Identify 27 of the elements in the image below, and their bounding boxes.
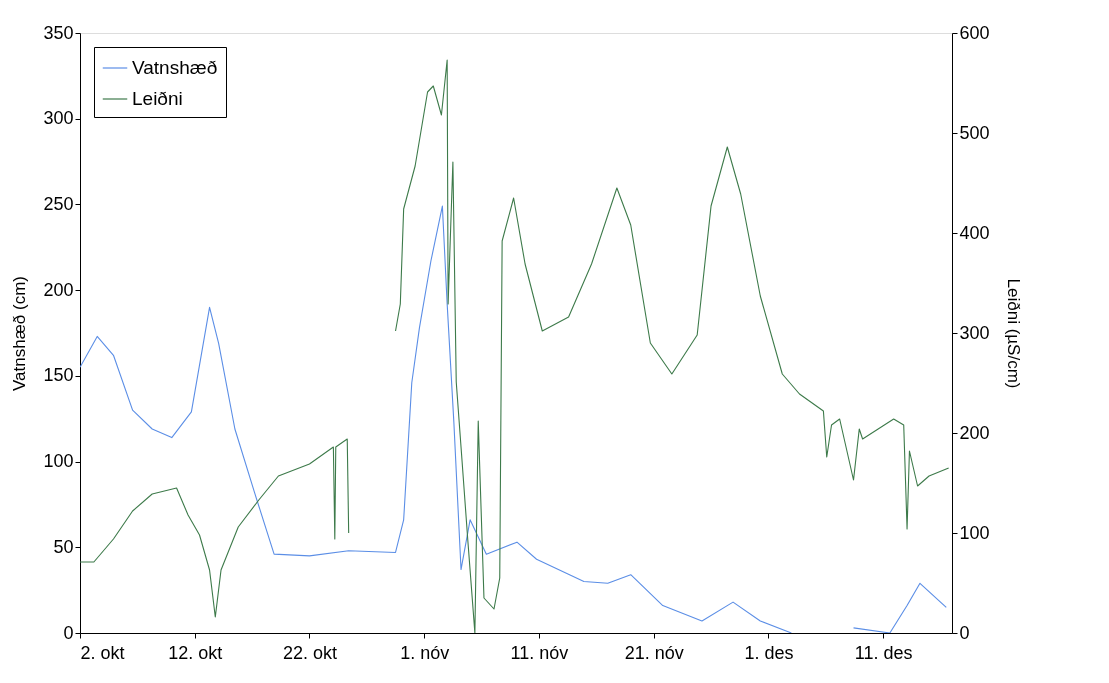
y-tick-label: 150 bbox=[43, 365, 74, 386]
x-tick-label: 22. okt bbox=[282, 642, 337, 663]
x-tick-label: 1. des bbox=[744, 642, 794, 663]
y2-tick-label: 300 bbox=[959, 322, 990, 343]
y-tick-label: 50 bbox=[53, 536, 74, 557]
y2-tick-label: 100 bbox=[959, 522, 990, 543]
y-tick-label: 350 bbox=[43, 22, 74, 43]
x-tick-label: 21. nóv bbox=[624, 642, 684, 663]
y2-tick-label: 400 bbox=[959, 222, 990, 243]
x-tick-label: 11. des bbox=[854, 642, 913, 663]
y2-axis-title: Leiðni (µS/cm) bbox=[1003, 278, 1023, 389]
y-axis-title: Vatnshæð (cm) bbox=[10, 276, 30, 391]
y-tick-label: 300 bbox=[43, 108, 74, 129]
y-tick-label: 0 bbox=[63, 622, 74, 643]
x-tick-label: 12. okt bbox=[168, 642, 223, 663]
y2-tick-label: 0 bbox=[959, 622, 970, 643]
y-tick-label: 100 bbox=[43, 451, 74, 472]
y2-tick-label: 600 bbox=[959, 22, 990, 43]
x-tick-label: 1. nóv bbox=[400, 642, 450, 663]
y2-tick-label: 200 bbox=[959, 422, 990, 443]
y-tick-label: 250 bbox=[43, 193, 74, 214]
y2-tick-label: 500 bbox=[959, 122, 990, 143]
y-tick-label: 200 bbox=[43, 279, 74, 300]
legend-label: Leiðni bbox=[132, 88, 183, 109]
legend-label: Vatnshæð bbox=[132, 57, 218, 78]
x-tick-label: 11. nóv bbox=[510, 642, 569, 663]
x-tick-label: 2. okt bbox=[80, 642, 125, 663]
